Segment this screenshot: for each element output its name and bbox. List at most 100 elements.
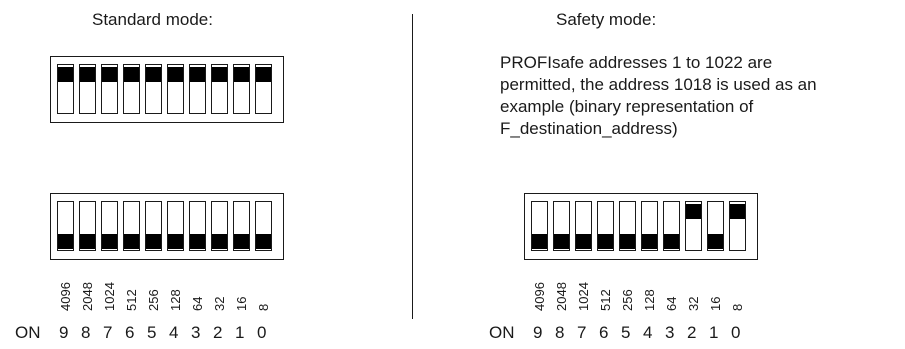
standard-bottom-switch-knob-8 <box>234 234 249 249</box>
safety-switch-5 <box>641 201 658 251</box>
standard-bottom-switch-knob-3 <box>124 234 139 249</box>
safety-switch-knob-2 <box>576 234 591 249</box>
standard-weight-label: 16 <box>234 296 249 311</box>
standard-bottom-switch-knob-7 <box>212 234 227 249</box>
safety-weight-label: 1024 <box>576 282 591 311</box>
standard-top-switch-knob-1 <box>80 67 95 82</box>
safety-description-line: example (binary representation of <box>500 97 754 116</box>
safety-switch-knob-4 <box>620 234 635 249</box>
standard-weight-label: 256 <box>146 289 161 311</box>
safety-on-label: ON <box>489 323 515 342</box>
safety-switch-number: 2 <box>687 323 697 342</box>
standard-top-switch-knob-8 <box>234 67 249 82</box>
standard-bottom-switch-2 <box>101 201 118 251</box>
safety-weight-label: 4096 <box>532 282 547 311</box>
standard-weight-label: 1024 <box>102 282 117 311</box>
standard-top-dip-switch <box>50 56 284 123</box>
safety-switch-4 <box>619 201 636 251</box>
standard-switch-number: 9 <box>59 323 69 342</box>
standard-switch-number: 1 <box>235 323 245 342</box>
standard-top-switch-9 <box>255 64 272 114</box>
safety-weight-label: 256 <box>620 289 635 311</box>
safety-description-line: permitted, the address 1018 is used as a… <box>500 75 817 94</box>
standard-bottom-switch-knob-5 <box>168 234 183 249</box>
safety-switch-9 <box>729 201 746 251</box>
standard-weight-label: 8 <box>256 303 271 311</box>
standard-bottom-switch-8 <box>233 201 250 251</box>
standard-bottom-switch-0 <box>57 201 74 251</box>
safety-switch-number: 3 <box>665 323 675 342</box>
standard-mode-title: Standard mode: <box>92 10 213 29</box>
standard-switch-number: 6 <box>125 323 135 342</box>
standard-top-switch-knob-2 <box>102 67 117 82</box>
standard-bottom-switch-knob-1 <box>80 234 95 249</box>
safety-switch-7 <box>685 201 702 251</box>
safety-switch-1 <box>553 201 570 251</box>
safety-mode-title: Safety mode: <box>556 10 657 29</box>
safety-switch-knob-8 <box>708 234 723 249</box>
standard-weight-label: 512 <box>124 289 139 311</box>
safety-weight-label: 512 <box>598 289 613 311</box>
standard-top-switch-4 <box>145 64 162 114</box>
safety-weight-label: 2048 <box>554 282 569 311</box>
standard-switch-number: 2 <box>213 323 223 342</box>
standard-weight-label: 2048 <box>80 282 95 311</box>
standard-bottom-switch-knob-6 <box>190 234 205 249</box>
safety-switch-knob-9 <box>730 204 745 219</box>
safety-switch-0 <box>531 201 548 251</box>
safety-description: PROFIsafe addresses 1 to 1022 are permit… <box>500 52 817 140</box>
standard-switch-number: 0 <box>257 323 267 342</box>
safety-switch-number: 5 <box>621 323 631 342</box>
standard-bottom-switch-5 <box>167 201 184 251</box>
standard-top-switch-knob-7 <box>212 67 227 82</box>
standard-top-switch-6 <box>189 64 206 114</box>
standard-bottom-switch-1 <box>79 201 96 251</box>
safety-switch-number: 0 <box>731 323 741 342</box>
standard-top-switch-2 <box>101 64 118 114</box>
standard-weight-label: 32 <box>212 296 227 311</box>
standard-bottom-switch-knob-0 <box>58 234 73 249</box>
standard-switch-number: 3 <box>191 323 201 342</box>
safety-switch-3 <box>597 201 614 251</box>
safety-switch-2 <box>575 201 592 251</box>
standard-bottom-switch-3 <box>123 201 140 251</box>
standard-bottom-dip-switch <box>50 193 284 260</box>
standard-switch-number: 4 <box>169 323 179 342</box>
standard-top-switch-knob-9 <box>256 67 271 82</box>
safety-switch-number: 8 <box>555 323 565 342</box>
safety-dip-switch <box>524 193 758 260</box>
safety-weight-label: 16 <box>708 296 723 311</box>
safety-switch-6 <box>663 201 680 251</box>
safety-switch-knob-5 <box>642 234 657 249</box>
standard-bottom-switch-7 <box>211 201 228 251</box>
safety-switch-number: 1 <box>709 323 719 342</box>
safety-switch-knob-3 <box>598 234 613 249</box>
standard-weight-label: 4096 <box>58 282 73 311</box>
standard-top-switch-knob-0 <box>58 67 73 82</box>
safety-weight-label: 32 <box>686 296 701 311</box>
standard-top-switch-knob-6 <box>190 67 205 82</box>
standard-on-label: ON <box>15 323 41 342</box>
standard-top-switch-knob-3 <box>124 67 139 82</box>
safety-switch-knob-7 <box>686 204 701 219</box>
standard-weight-label: 128 <box>168 289 183 311</box>
safety-switch-number: 7 <box>577 323 587 342</box>
standard-bottom-switch-9 <box>255 201 272 251</box>
safety-switch-knob-0 <box>532 234 547 249</box>
standard-switch-number: 8 <box>81 323 91 342</box>
safety-switch-number: 4 <box>643 323 653 342</box>
standard-bottom-switch-knob-2 <box>102 234 117 249</box>
safety-switch-number: 9 <box>533 323 543 342</box>
safety-description-line: PROFIsafe addresses 1 to 1022 are <box>500 53 773 72</box>
standard-bottom-switch-6 <box>189 201 206 251</box>
standard-top-switch-knob-4 <box>146 67 161 82</box>
safety-weight-label: 8 <box>730 303 745 311</box>
safety-switch-8 <box>707 201 724 251</box>
safety-description-line: F_destination_address) <box>500 119 678 138</box>
safety-switch-knob-1 <box>554 234 569 249</box>
standard-top-switch-5 <box>167 64 184 114</box>
divider-line <box>412 14 413 319</box>
safety-weight-label: 64 <box>664 296 679 311</box>
standard-top-switch-7 <box>211 64 228 114</box>
standard-top-switch-3 <box>123 64 140 114</box>
